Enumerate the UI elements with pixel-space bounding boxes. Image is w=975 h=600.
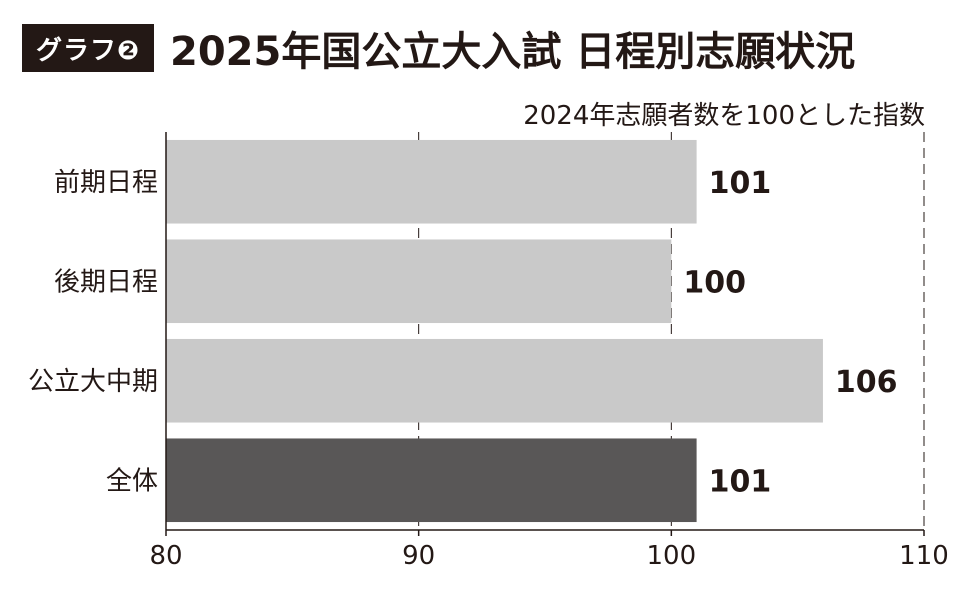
tick-label-80: 80 (149, 541, 182, 571)
tick-label-100: 100 (647, 541, 697, 571)
value-label-0: 101 (709, 166, 772, 201)
category-label-0: 前期日程 (54, 168, 158, 198)
value-labels: 101 100 106 101 (683, 166, 897, 500)
tick-label-110: 110 (899, 541, 949, 571)
category-label-2: 公立大中期 (28, 367, 158, 397)
tick-label-90: 90 (402, 541, 435, 571)
value-label-1: 100 (683, 265, 746, 300)
chart-subtitle: 2024年志願者数を100とした指数 (523, 101, 925, 131)
category-label-1: 後期日程 (54, 267, 158, 297)
bar-0 (166, 139, 697, 224)
chart-header: グラフ❷ 2025年国公立大入試 日程別志願状況 (22, 22, 856, 75)
bars (166, 139, 823, 523)
bar-3 (166, 438, 697, 523)
tick-labels: 80 90 100 110 (149, 541, 948, 571)
value-label-3: 101 (709, 464, 772, 499)
axes (165, 132, 925, 536)
value-label-2: 106 (835, 365, 898, 400)
bar-2 (166, 338, 823, 423)
bar-1 (166, 239, 672, 324)
graph-number-badge: グラフ❷ (22, 24, 155, 72)
chart-title: 2025年国公立大入試 日程別志願状況 (170, 29, 856, 75)
category-label-3: 全体 (106, 466, 158, 496)
